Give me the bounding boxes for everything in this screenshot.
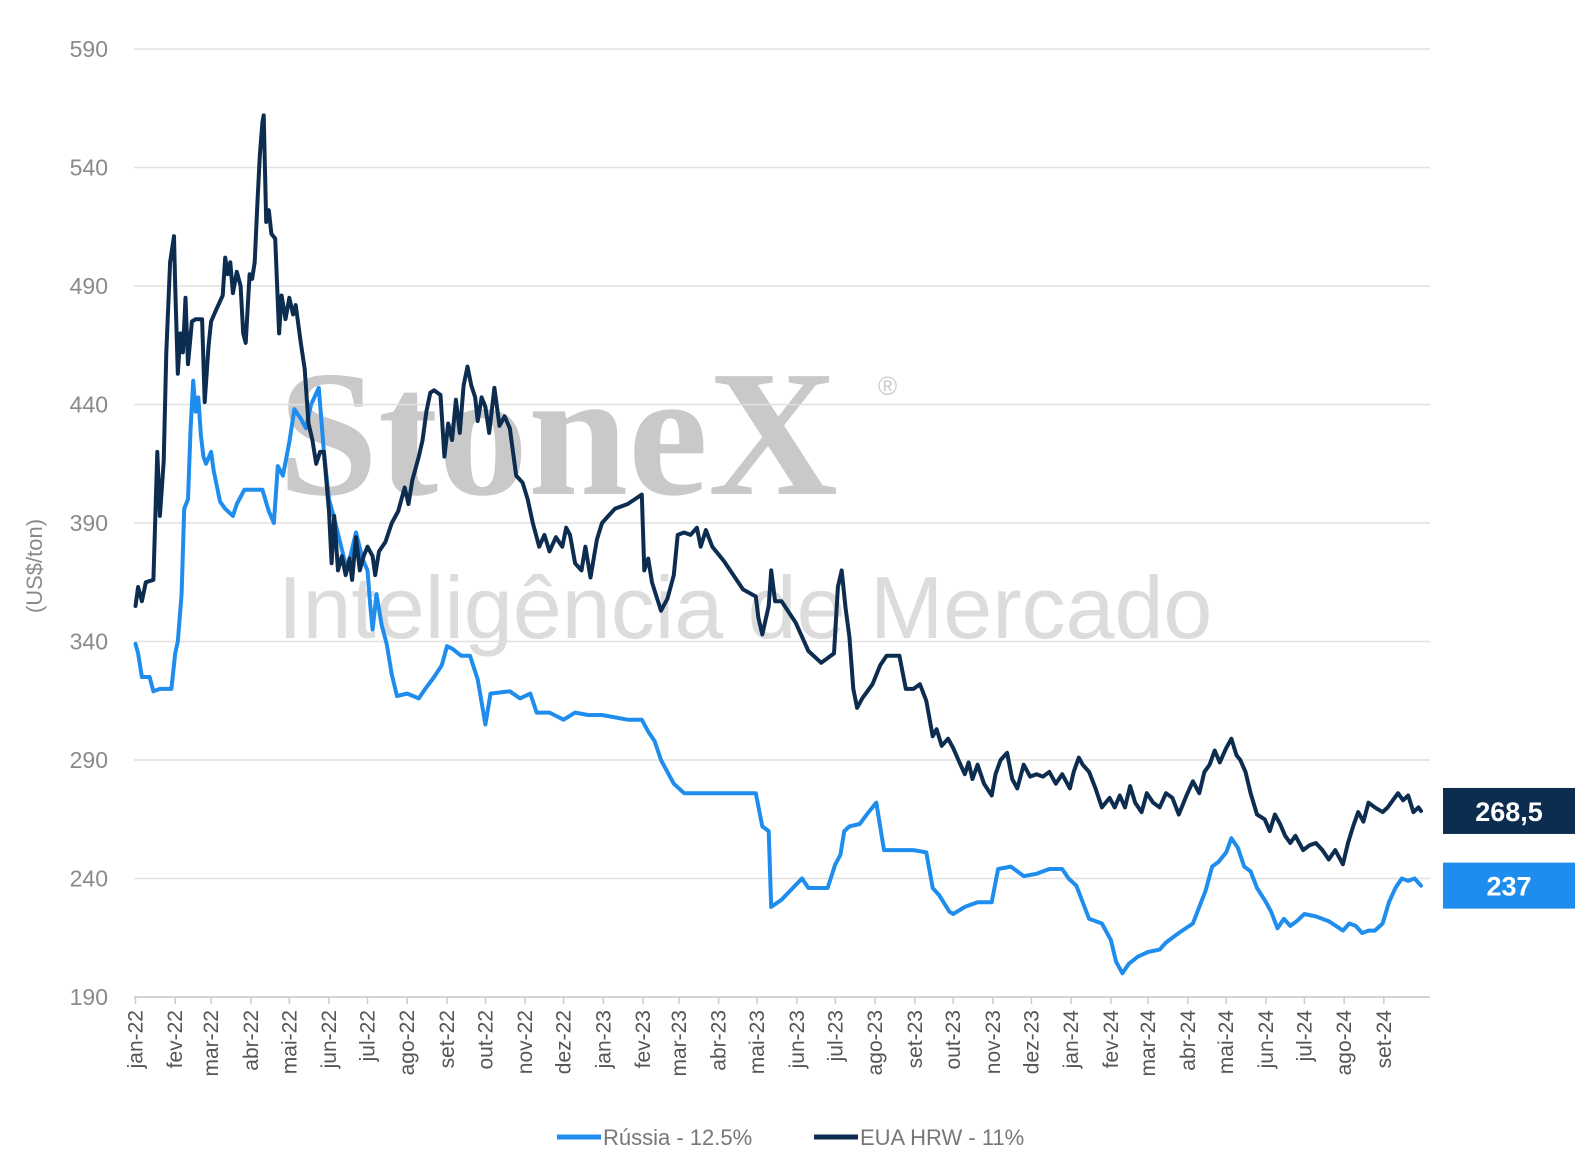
x-tick-label: ago-23 — [864, 1010, 887, 1075]
x-tick-label: jun-24 — [1255, 1010, 1278, 1070]
x-tick-label: fev-22 — [164, 1010, 187, 1068]
x-tick-label: jun-22 — [318, 1010, 341, 1069]
watermark-brand: StoneX — [278, 334, 838, 533]
x-tick-label: abr-23 — [708, 1010, 731, 1071]
x-tick-label: abr-22 — [240, 1010, 263, 1071]
series-line-0 — [133, 378, 1423, 976]
x-tick-label: fev-23 — [632, 1010, 655, 1068]
y-tick-label: 290 — [70, 747, 108, 773]
x-tick-label: jul-22 — [356, 1010, 379, 1062]
x-tick-label: jul-24 — [1293, 1010, 1316, 1063]
y-tick-label: 190 — [70, 984, 108, 1010]
x-tick-label: ago-22 — [396, 1010, 419, 1075]
y-axis-ticks: 190 240 290 340 390 440 490 540 590 — [70, 36, 108, 1010]
series-layer — [133, 113, 1423, 976]
series-line-1 — [133, 113, 1423, 867]
x-tick-label: set-24 — [1373, 1010, 1396, 1069]
x-tick-label: dez-23 — [1020, 1010, 1043, 1074]
x-tick-label: jan-24 — [1060, 1010, 1083, 1070]
last-value-badges: 237 268,5 — [1443, 787, 1575, 909]
watermark-subtitle: Inteligência de Mercado — [278, 558, 1212, 657]
x-tick-label: fev-24 — [1100, 1010, 1123, 1069]
x-tick-label: abr-24 — [1177, 1010, 1200, 1071]
x-tick-label: out-22 — [474, 1010, 497, 1070]
x-tick-label: set-22 — [436, 1010, 459, 1068]
y-axis-label: (US$/ton) — [22, 519, 47, 613]
x-tick-label: nov-23 — [982, 1010, 1005, 1074]
y-tick-label: 440 — [70, 392, 108, 418]
y-tick-label: 540 — [70, 155, 108, 181]
last-value-text-1: 268,5 — [1475, 797, 1543, 827]
x-tick-label: mar-23 — [668, 1010, 691, 1077]
last-value-badge-0 — [1443, 862, 1575, 909]
x-tick-label: mai-24 — [1215, 1010, 1238, 1075]
legend-label-russia: Rússia - 12.5% — [603, 1125, 752, 1150]
y-tick-label: 340 — [70, 629, 108, 655]
x-tick-label: jan-23 — [592, 1010, 615, 1069]
x-tick-label: dez-22 — [553, 1010, 576, 1074]
x-tick-label: jan-22 — [125, 1010, 148, 1069]
watermark-registered-mark: ® — [878, 371, 897, 401]
y-tick-label: 390 — [70, 510, 108, 536]
x-tick-label: ago-24 — [1333, 1010, 1356, 1076]
legend-label-eua: EUA HRW - 11% — [860, 1125, 1024, 1150]
last-value-text-0: 237 — [1486, 872, 1531, 902]
last-value-badge-1 — [1443, 787, 1575, 834]
y-tick-label: 240 — [70, 866, 108, 892]
x-tick-label: set-23 — [904, 1010, 927, 1068]
stonex-watermark: StoneX ® Inteligência de Mercado — [278, 334, 1212, 657]
x-tick-label: jul-23 — [824, 1010, 847, 1062]
legend: Rússia - 12.5% EUA HRW - 11% — [557, 1125, 1024, 1150]
x-tick-label: mai-23 — [746, 1010, 769, 1074]
y-tick-label: 590 — [70, 36, 108, 62]
x-axis-ticks: jan-22 fev-22 mar-22 abr-22 mai-22 jun-22 jul-… — [125, 997, 1396, 1077]
x-tick-label: mar-24 — [1137, 1010, 1160, 1077]
x-tick-label: jun-23 — [786, 1010, 809, 1069]
x-tick-label: nov-22 — [514, 1010, 537, 1074]
x-tick-label: mai-22 — [278, 1010, 301, 1074]
y-tick-label: 490 — [70, 273, 108, 299]
x-tick-label: mar-22 — [200, 1010, 223, 1077]
x-tick-label: out-23 — [942, 1010, 965, 1070]
